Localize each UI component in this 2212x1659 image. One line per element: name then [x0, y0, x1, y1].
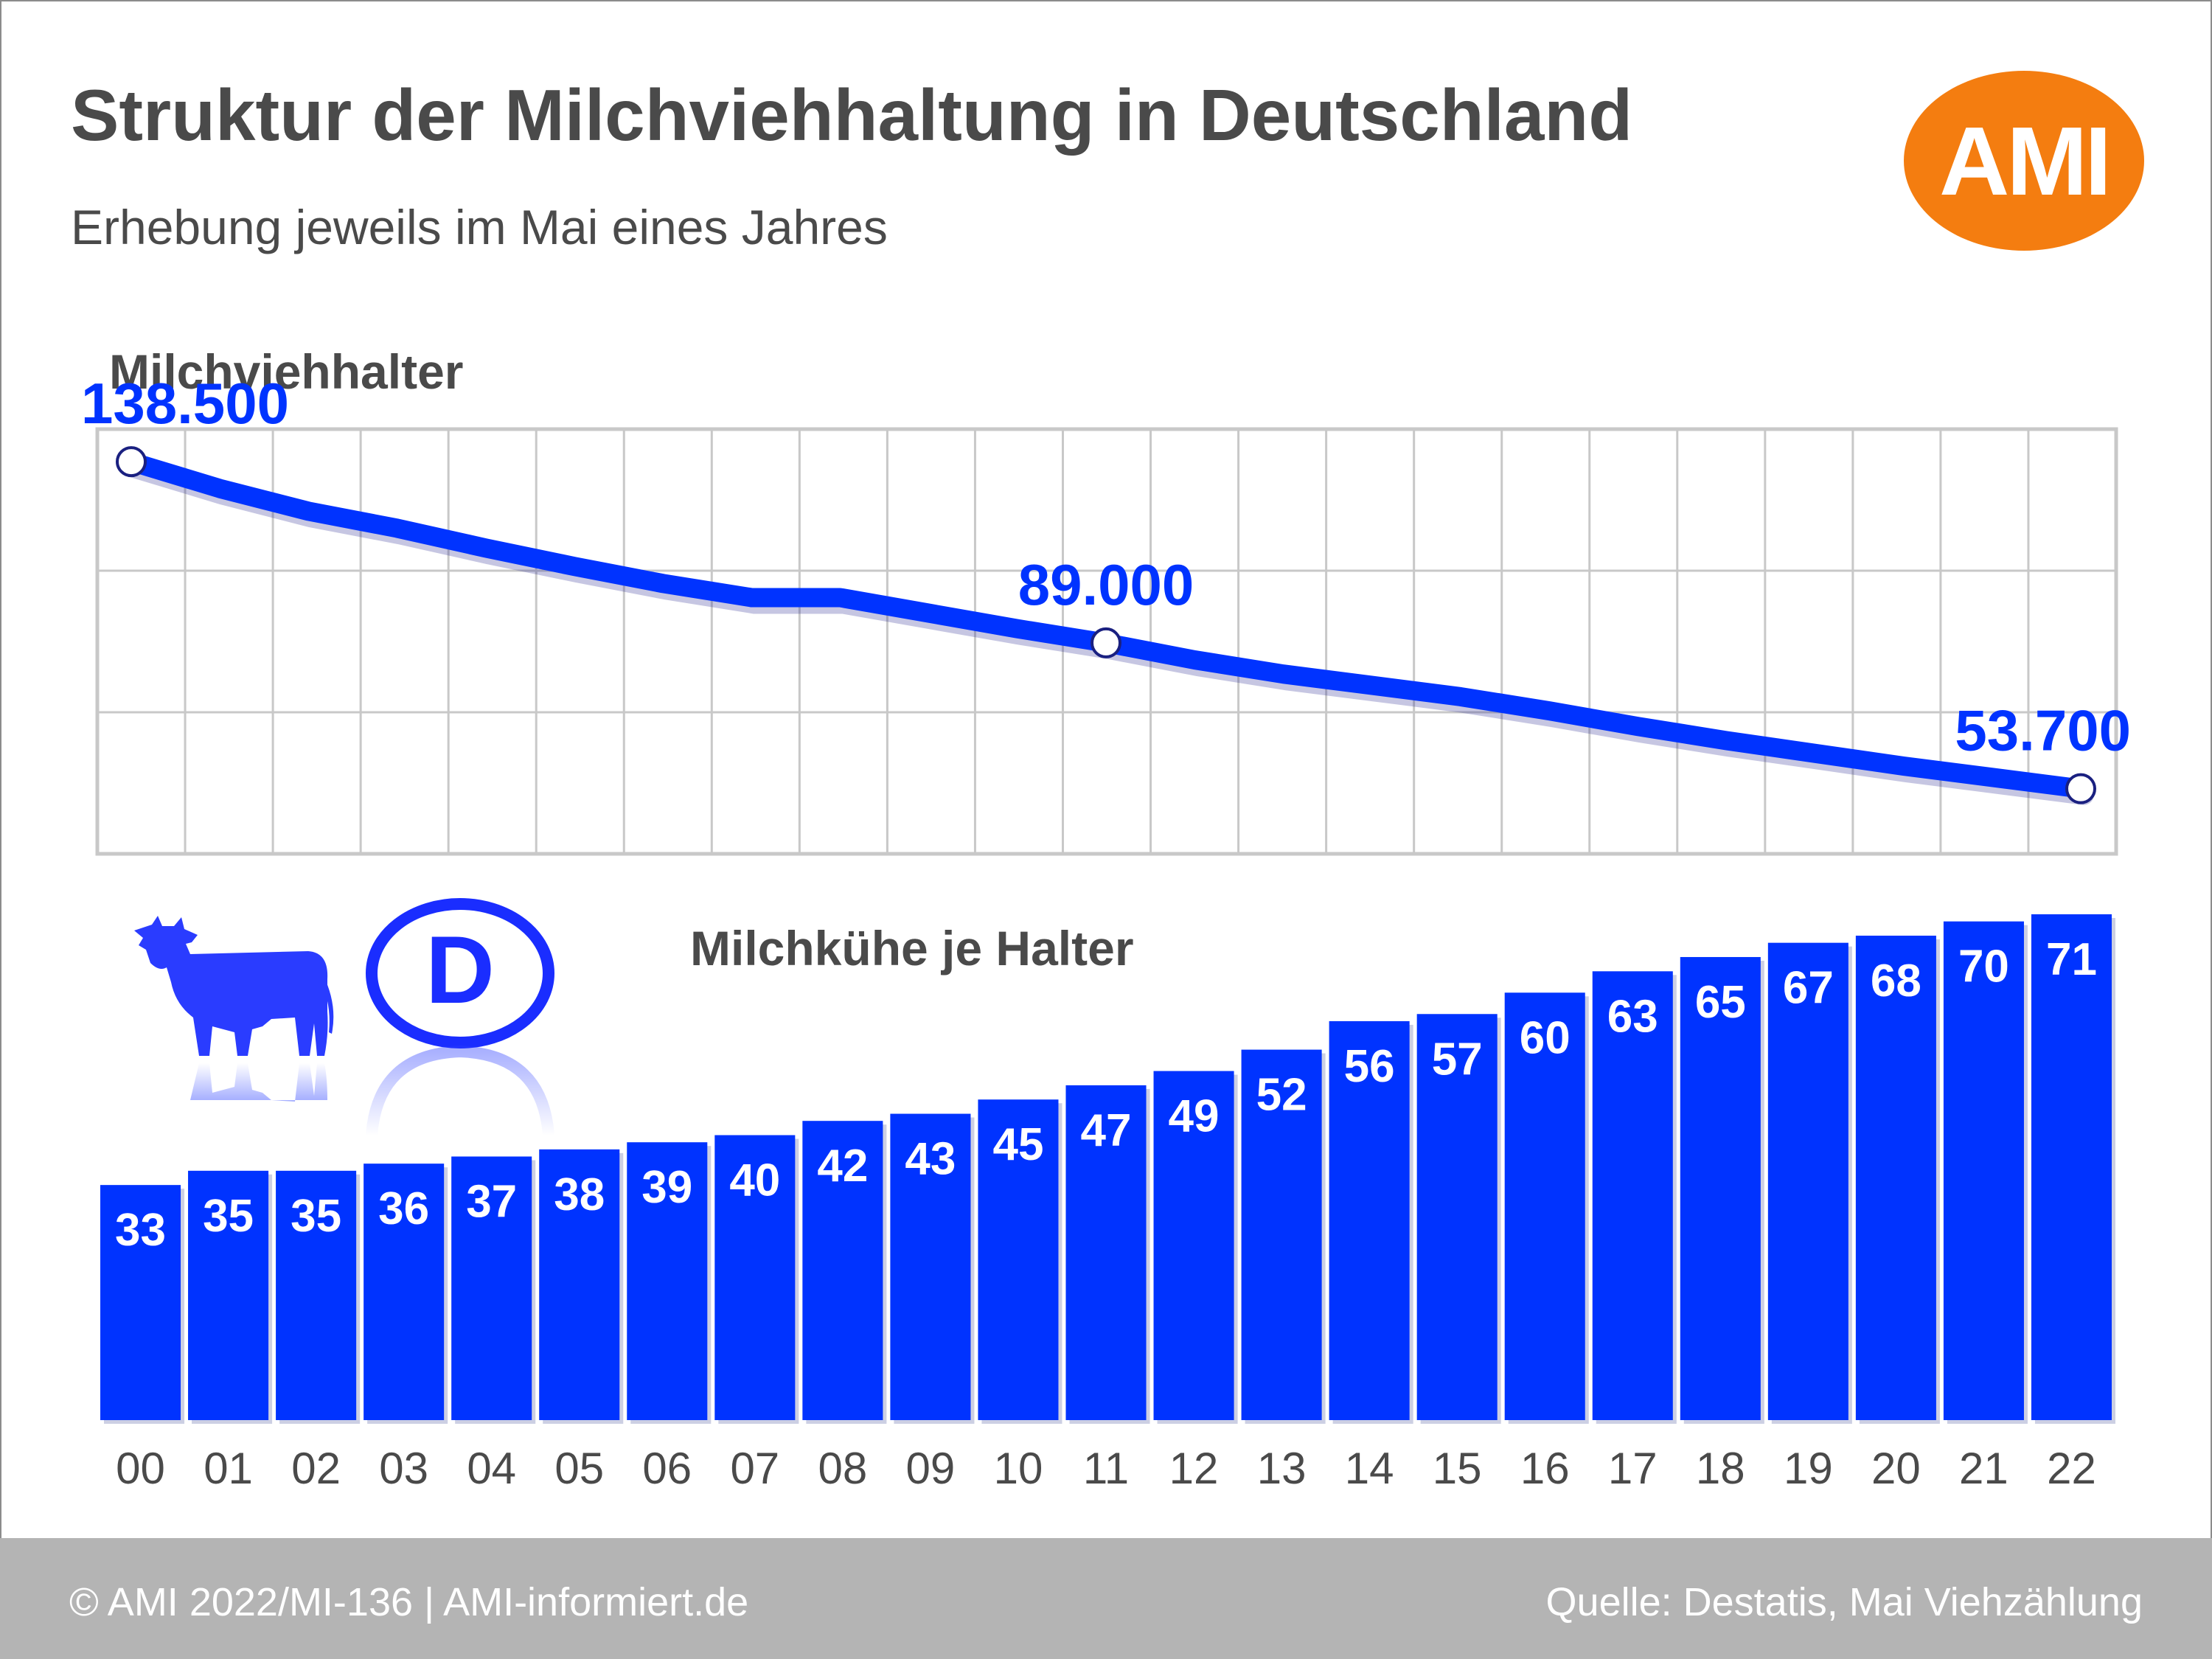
line-point-marker [2065, 773, 2096, 804]
line-point-label: 89.000 [1018, 552, 1194, 617]
bar-09 [890, 1113, 971, 1420]
bar-value-label: 45 [992, 1119, 1043, 1170]
bar-15 [1416, 1014, 1498, 1420]
x-tick-label: 00 [116, 1444, 165, 1493]
x-tick-label: 04 [467, 1444, 516, 1493]
bar-value-label: 38 [554, 1169, 605, 1220]
bar-value-label: 47 [1081, 1105, 1132, 1156]
x-tick-label: 06 [642, 1444, 692, 1493]
bar-21 [1943, 921, 2024, 1420]
line-point-label: 53.700 [1955, 698, 2131, 763]
bar-value-label: 37 [466, 1177, 517, 1228]
ami-logo-text: AMI [1939, 106, 2112, 215]
bar-value-label: 71 [2046, 934, 2097, 985]
bar-value-label: 43 [905, 1134, 956, 1185]
x-tick-label: 19 [1784, 1444, 1833, 1493]
x-tick-label: 05 [554, 1444, 604, 1493]
x-tick-label: 01 [204, 1444, 253, 1493]
bar-20 [1855, 935, 1936, 1420]
line-point-label: 138.500 [81, 371, 289, 436]
bar-08 [802, 1121, 883, 1420]
bar-05 [539, 1149, 620, 1420]
bar-value-label: 33 [115, 1205, 166, 1256]
bar-value-label: 52 [1256, 1070, 1307, 1121]
x-tick-label: 07 [730, 1444, 779, 1493]
line-chart: 138.500 89.000 53.700 [81, 371, 2131, 856]
footer-bar [0, 1538, 2212, 1659]
bar-14 [1329, 1020, 1410, 1420]
bar-00 [100, 1185, 181, 1420]
bar-16 [1504, 992, 1585, 1420]
bar-03 [364, 1164, 445, 1420]
x-tick-label: 13 [1257, 1444, 1307, 1493]
bar-17 [1592, 971, 1673, 1420]
bar-10 [978, 1099, 1059, 1420]
footer-source: Quelle: Destatis, Mai Viehzählung [1545, 1580, 2143, 1624]
bar-value-label: 40 [729, 1155, 780, 1206]
x-tick-label: 21 [1959, 1444, 2008, 1493]
bar-value-label: 36 [378, 1183, 429, 1234]
x-tick-label: 15 [1433, 1444, 1482, 1493]
x-tick-label: 03 [379, 1444, 428, 1493]
bar-18 [1680, 956, 1761, 1420]
bar-chart-title: Milchkühe je Halter [690, 921, 1134, 975]
bar-02 [276, 1170, 357, 1420]
x-tick-label: 12 [1169, 1444, 1219, 1493]
bar-12 [1153, 1071, 1234, 1420]
bar-value-label: 65 [1695, 977, 1746, 1028]
x-tick-label: 16 [1520, 1444, 1570, 1493]
country-badge-d-icon: D [366, 898, 554, 1136]
x-tick-label: 08 [818, 1444, 867, 1493]
x-tick-label: 11 [1083, 1444, 1129, 1493]
bar-chart: 33 00 35 01 35 02 36 03 37 04 38 05 39 06 40 07 42 08 43 09… [100, 914, 2115, 1493]
x-tick-label: 22 [2047, 1444, 2096, 1493]
country-badge-letter: D [425, 916, 495, 1023]
footer-copyright: © AMI 2022/MI-136 | AMI-informiert.de [69, 1580, 749, 1624]
x-tick-label: 02 [291, 1444, 341, 1493]
bar-04 [451, 1156, 532, 1420]
bar-19 [1767, 942, 1848, 1420]
page-title: Struktur der Milchviehhaltung in Deutsch… [71, 74, 1633, 156]
bar-01 [188, 1170, 269, 1420]
x-tick-label: 10 [994, 1444, 1043, 1493]
bar-value-label: 42 [817, 1141, 868, 1192]
bar-value-label: 67 [1783, 963, 1834, 1014]
bar-value-label: 35 [291, 1191, 341, 1242]
bar-value-label: 70 [1958, 942, 2009, 992]
bar-value-label: 68 [1871, 956, 1921, 1006]
bar-07 [714, 1135, 796, 1420]
bar-13 [1241, 1049, 1322, 1420]
bar-value-label: 56 [1344, 1041, 1395, 1092]
cow-icon [134, 916, 334, 1102]
x-tick-label: 17 [1608, 1444, 1658, 1493]
page-subtitle: Erhebung jeweils im Mai eines Jahres [71, 200, 888, 254]
x-tick-label: 18 [1696, 1444, 1745, 1493]
bar-value-label: 57 [1432, 1034, 1483, 1085]
x-tick-label: 14 [1345, 1444, 1394, 1493]
bar-value-label: 35 [203, 1191, 254, 1242]
bar-value-label: 39 [641, 1162, 692, 1213]
x-tick-label: 20 [1871, 1444, 1921, 1493]
bar-value-label: 49 [1169, 1091, 1220, 1142]
line-chart-title: Milchviehhalter [109, 344, 464, 399]
bar-11 [1065, 1085, 1147, 1420]
bar-value-label: 63 [1607, 991, 1658, 1042]
line-point-marker [1091, 627, 1121, 658]
x-tick-label: 09 [906, 1444, 956, 1493]
bar-value-label: 60 [1520, 1012, 1571, 1063]
ami-logo: AMI [1904, 71, 2144, 251]
line-point-marker [116, 446, 147, 478]
bar-22 [2031, 914, 2112, 1420]
bar-06 [627, 1142, 708, 1420]
